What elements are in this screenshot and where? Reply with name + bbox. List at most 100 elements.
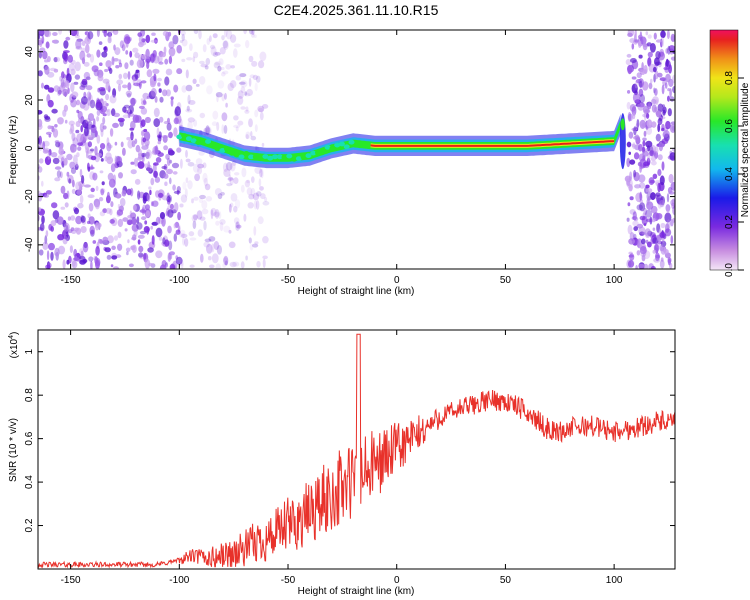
noise-blob bbox=[47, 99, 54, 108]
noise-blob bbox=[125, 247, 131, 252]
noise-blob bbox=[73, 257, 80, 261]
noise-blob bbox=[151, 201, 154, 207]
noise-blob bbox=[103, 46, 107, 51]
noise-blob bbox=[114, 155, 118, 165]
noise-blob bbox=[69, 245, 73, 254]
noise-blob bbox=[130, 161, 135, 165]
noise-blob bbox=[211, 121, 218, 126]
noise-blob bbox=[669, 123, 675, 133]
noise-blob bbox=[253, 199, 258, 210]
noise-blob bbox=[127, 71, 131, 80]
noise-blob bbox=[632, 220, 639, 227]
noise-blob bbox=[74, 74, 81, 80]
noise-blob bbox=[636, 250, 641, 256]
noise-blob bbox=[230, 80, 237, 89]
noise-blob bbox=[212, 110, 219, 120]
noise-blob bbox=[202, 44, 207, 53]
noise-blob bbox=[52, 128, 59, 138]
noise-blob bbox=[188, 100, 196, 105]
noise-blob bbox=[659, 175, 665, 186]
noise-blob bbox=[252, 192, 260, 201]
ridge-blob bbox=[214, 146, 221, 152]
noise-blob bbox=[672, 86, 675, 94]
noise-blob bbox=[54, 140, 60, 144]
noise-blob bbox=[198, 30, 202, 40]
noise-blob bbox=[638, 88, 644, 97]
noise-blob bbox=[74, 227, 79, 232]
noise-blob bbox=[76, 109, 80, 114]
noise-blob bbox=[173, 233, 177, 242]
noise-blob bbox=[184, 188, 188, 198]
noise-blob bbox=[80, 214, 85, 222]
noise-blob bbox=[223, 40, 229, 50]
y-tick-label: 0.6 bbox=[24, 431, 35, 445]
noise-blob bbox=[176, 44, 182, 54]
noise-blob bbox=[233, 124, 241, 128]
y-tick-label: 1 bbox=[24, 349, 35, 355]
noise-blob bbox=[659, 77, 667, 81]
noise-blob bbox=[165, 68, 173, 76]
noise-blob bbox=[211, 253, 219, 264]
noise-blob bbox=[244, 91, 247, 96]
noise-blob bbox=[205, 196, 213, 202]
noise-blob bbox=[150, 177, 155, 186]
noise-blob bbox=[118, 172, 123, 179]
noise-blob bbox=[138, 41, 144, 48]
spectrogram-panel: -150 -100 -50 0 50 100 -40 -20 0 20 40 Height of s… bbox=[8, 29, 676, 297]
noise-blob bbox=[641, 62, 644, 71]
noise-blob bbox=[117, 218, 124, 228]
noise-blob bbox=[140, 98, 144, 102]
svg-text:(x104): (x104) bbox=[8, 332, 20, 359]
noise-blob bbox=[252, 243, 259, 248]
noise-blob bbox=[651, 160, 657, 166]
noise-blob bbox=[106, 137, 110, 147]
noise-blob bbox=[91, 65, 99, 73]
noise-blob bbox=[48, 148, 52, 156]
noise-blob bbox=[632, 112, 636, 120]
noise-blob bbox=[245, 131, 251, 140]
noise-blob bbox=[224, 92, 227, 100]
noise-blob bbox=[92, 240, 97, 244]
noise-blob bbox=[168, 41, 175, 49]
noise-blob bbox=[66, 259, 70, 265]
ridge-blob bbox=[209, 142, 216, 148]
ridge-blob bbox=[300, 154, 307, 160]
noise-blob bbox=[219, 219, 226, 225]
noise-blob bbox=[162, 135, 168, 143]
noise-blob bbox=[658, 142, 664, 152]
noise-blob bbox=[233, 43, 241, 48]
noise-blob bbox=[117, 243, 123, 251]
noise-blob bbox=[44, 84, 50, 90]
noise-blob bbox=[214, 188, 222, 196]
noise-blob bbox=[187, 117, 195, 123]
noise-blob bbox=[672, 217, 675, 223]
noise-blob bbox=[41, 35, 45, 44]
noise-blob bbox=[206, 38, 211, 45]
noise-blob bbox=[250, 135, 257, 141]
noise-blob bbox=[151, 32, 156, 36]
noise-blob bbox=[227, 177, 234, 181]
noise-blob bbox=[657, 103, 664, 113]
noise-blob bbox=[248, 77, 252, 87]
noise-blob bbox=[646, 112, 650, 119]
noise-blob bbox=[642, 43, 648, 51]
noise-blob bbox=[132, 47, 139, 53]
noise-blob bbox=[60, 206, 66, 210]
noise-blob bbox=[51, 39, 57, 44]
noise-blob bbox=[143, 252, 147, 260]
noise-blob bbox=[181, 85, 187, 93]
noise-blob bbox=[653, 258, 661, 263]
noise-blob bbox=[187, 162, 195, 167]
noise-blob bbox=[245, 106, 249, 112]
ridge-blob bbox=[267, 155, 274, 161]
noise-blob bbox=[124, 62, 129, 70]
noise-blob bbox=[145, 210, 151, 218]
noise-blob bbox=[654, 70, 659, 80]
noise-blob bbox=[90, 148, 95, 152]
noise-blob bbox=[228, 203, 232, 213]
noise-blob bbox=[47, 56, 51, 63]
noise-blob bbox=[173, 127, 178, 137]
noise-blob bbox=[225, 260, 228, 266]
noise-blob bbox=[259, 111, 264, 121]
noise-blob bbox=[44, 30, 50, 37]
